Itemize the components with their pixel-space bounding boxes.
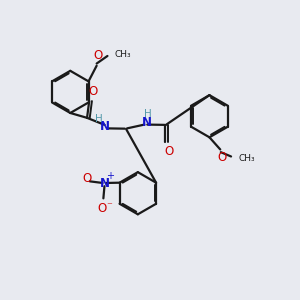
Text: CH₃: CH₃ <box>115 50 131 58</box>
Text: O: O <box>88 85 98 98</box>
Text: O: O <box>82 172 92 185</box>
Text: ⁻: ⁻ <box>106 201 112 211</box>
Text: N: N <box>142 116 152 129</box>
Text: O: O <box>93 49 103 62</box>
Text: H: H <box>94 114 102 124</box>
Text: H: H <box>144 109 152 119</box>
Text: N: N <box>100 177 110 190</box>
Text: +: + <box>106 172 114 182</box>
Text: N: N <box>100 120 110 133</box>
Text: O: O <box>217 151 226 164</box>
Text: O: O <box>164 146 173 158</box>
Text: CH₃: CH₃ <box>238 154 255 163</box>
Text: O: O <box>98 202 107 214</box>
